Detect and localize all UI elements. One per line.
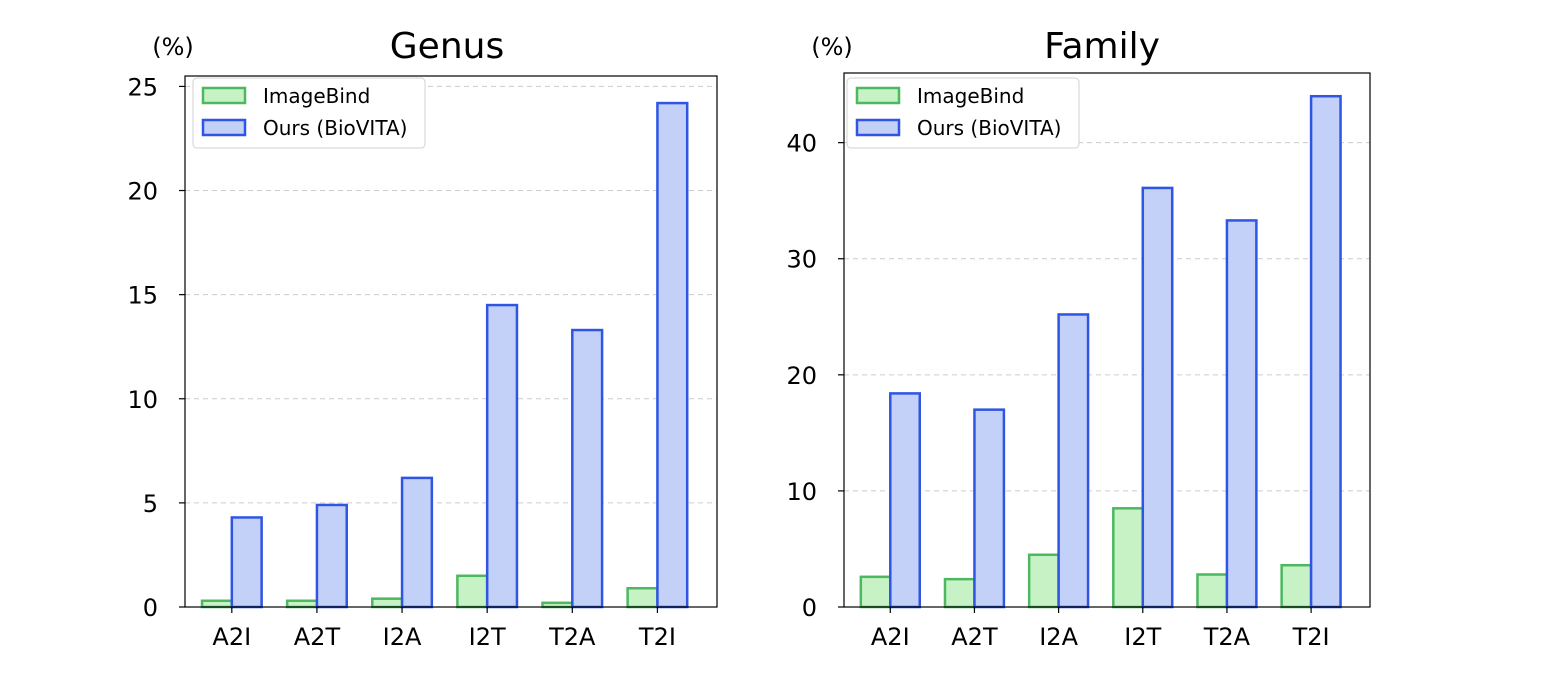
biovita-bar-t2i	[1309, 94, 1342, 609]
y-tick-label: 10	[786, 478, 817, 506]
legend-swatch	[201, 86, 247, 105]
imagebind-bar-a2t	[285, 599, 319, 609]
y-tick-label: 20	[786, 362, 817, 390]
biovita-bar-t2a	[1225, 219, 1258, 609]
biovita-bar-a2t	[315, 503, 348, 609]
biovita-bar-i2t	[485, 303, 519, 609]
legend-label: ImageBind	[263, 84, 370, 108]
y-unit-label: (%)	[811, 33, 853, 61]
legend-swatch	[855, 118, 901, 137]
family-chart: 0 10 20 30 40 A2I A2T I2A I2T T2A T2I Family (%) Imag…	[786, 26, 1371, 651]
imagebind-bar-i2a	[1027, 553, 1060, 609]
legend-swatch	[855, 86, 901, 105]
x-tick-label: I2A	[383, 623, 422, 651]
y-tick-label: 40	[786, 130, 817, 158]
x-tick-label: T2I	[1292, 623, 1330, 651]
legend-label: Ours (BioVITA)	[917, 116, 1061, 140]
imagebind-bar-i2a	[371, 597, 404, 609]
chart-title: Genus	[390, 26, 504, 67]
legend: ImageBind Ours (BioVITA)	[192, 77, 426, 149]
imagebind-bar-t2i	[1280, 563, 1313, 609]
biovita-bar-a2i	[889, 392, 921, 609]
imagebind-bar-i2t	[456, 574, 489, 609]
imagebind-bar-t2a	[541, 601, 574, 609]
x-tick-label: A2I	[212, 623, 251, 651]
biovita-bar-a2t	[973, 408, 1006, 609]
legend: ImageBind Ours (BioVITA)	[846, 77, 1080, 149]
imagebind-bar-i2t	[1112, 507, 1145, 609]
biovita-bar-i2a	[1057, 313, 1090, 609]
imagebind-bar-a2i	[859, 575, 892, 609]
y-tick-label: 5	[143, 490, 158, 518]
legend-box	[846, 77, 1080, 149]
x-tick-label: A2T	[294, 623, 341, 651]
imagebind-bar-a2i	[200, 599, 234, 609]
y-tick-label: 30	[786, 246, 817, 274]
y-tick-label: 0	[802, 594, 817, 622]
x-tick-label: I2T	[1124, 623, 1161, 651]
imagebind-bar-a2t	[943, 577, 976, 609]
biovita-bar-i2t	[1141, 186, 1174, 609]
biovita-bar-t2i	[656, 101, 689, 609]
legend-box	[192, 77, 426, 149]
imagebind-bar-t2a	[1196, 573, 1229, 609]
y-tick-label: 20	[127, 178, 158, 206]
x-tick-label: I2A	[1039, 623, 1078, 651]
x-tick-label: I2T	[469, 623, 506, 651]
plot-frame	[184, 75, 718, 608]
biovita-bar-t2a	[571, 328, 604, 609]
y-unit-label: (%)	[152, 33, 194, 61]
y-tick-label: 15	[127, 282, 158, 310]
genus-chart: 0 5 10 15 20 25 A2I A2T I2A I2T T2A T2I Genus (%) Imag…	[127, 26, 718, 651]
plot-frame	[843, 72, 1371, 608]
x-tick-label: T2A	[548, 623, 596, 651]
legend-label: Ours (BioVITA)	[263, 116, 407, 140]
imagebind-bar-t2i	[626, 587, 659, 609]
x-tick-label: A2I	[871, 623, 910, 651]
y-tick-label: 0	[143, 594, 158, 622]
x-tick-label: T2A	[1203, 623, 1251, 651]
y-tick-label: 25	[127, 73, 158, 101]
biovita-bar-a2i	[230, 516, 263, 609]
legend-label: ImageBind	[917, 84, 1024, 108]
x-tick-label: T2I	[638, 623, 676, 651]
y-tick-label: 10	[127, 386, 158, 414]
legend-swatch	[201, 118, 247, 137]
chart-title: Family	[1044, 26, 1160, 67]
biovita-bar-i2a	[400, 476, 434, 609]
x-tick-label: A2T	[951, 623, 998, 651]
